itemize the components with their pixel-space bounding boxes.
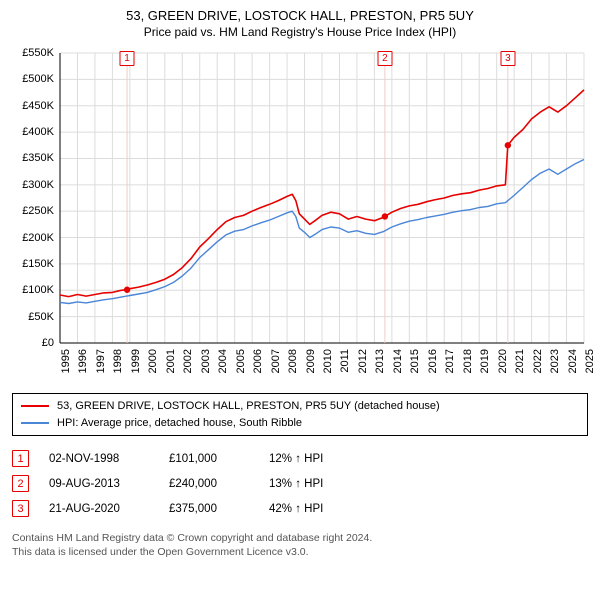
event-price: £101,000	[169, 453, 249, 465]
attribution-footer: Contains HM Land Registry data © Crown c…	[12, 531, 588, 559]
chart-titles: 53, GREEN DRIVE, LOSTOCK HALL, PRESTON, …	[12, 8, 588, 39]
chart-plot-area: £0£50K£100K£150K£200K£250K£300K£350K£400…	[12, 45, 588, 385]
event-badge: 1	[12, 450, 29, 467]
legend-label: 53, GREEN DRIVE, LOSTOCK HALL, PRESTON, …	[57, 398, 440, 415]
event-diff: 12% ↑ HPI	[269, 453, 359, 465]
legend-swatch	[21, 405, 49, 407]
event-price: £375,000	[169, 503, 249, 515]
legend-item: HPI: Average price, detached house, Sout…	[21, 415, 579, 432]
chart-container: 53, GREEN DRIVE, LOSTOCK HALL, PRESTON, …	[0, 0, 600, 569]
event-diff: 42% ↑ HPI	[269, 503, 359, 515]
event-row: 2 09-AUG-2013 £240,000 13% ↑ HPI	[12, 471, 588, 496]
legend-label: HPI: Average price, detached house, Sout…	[57, 415, 302, 432]
legend-item: 53, GREEN DRIVE, LOSTOCK HALL, PRESTON, …	[21, 398, 579, 415]
event-badge: 2	[12, 475, 29, 492]
legend: 53, GREEN DRIVE, LOSTOCK HALL, PRESTON, …	[12, 393, 588, 436]
event-table: 1 02-NOV-1998 £101,000 12% ↑ HPI 2 09-AU…	[12, 446, 588, 521]
event-date: 09-AUG-2013	[49, 478, 149, 490]
event-row: 1 02-NOV-1998 £101,000 12% ↑ HPI	[12, 446, 588, 471]
footer-line: Contains HM Land Registry data © Crown c…	[12, 531, 588, 545]
chart-subtitle: Price paid vs. HM Land Registry's House …	[12, 25, 588, 39]
event-badge: 3	[12, 500, 29, 517]
event-date: 21-AUG-2020	[49, 503, 149, 515]
event-row: 3 21-AUG-2020 £375,000 42% ↑ HPI	[12, 496, 588, 521]
chart-title: 53, GREEN DRIVE, LOSTOCK HALL, PRESTON, …	[12, 8, 588, 23]
event-date: 02-NOV-1998	[49, 453, 149, 465]
event-price: £240,000	[169, 478, 249, 490]
chart-svg	[12, 45, 588, 385]
legend-swatch	[21, 422, 49, 424]
footer-line: This data is licensed under the Open Gov…	[12, 545, 588, 559]
event-diff: 13% ↑ HPI	[269, 478, 359, 490]
